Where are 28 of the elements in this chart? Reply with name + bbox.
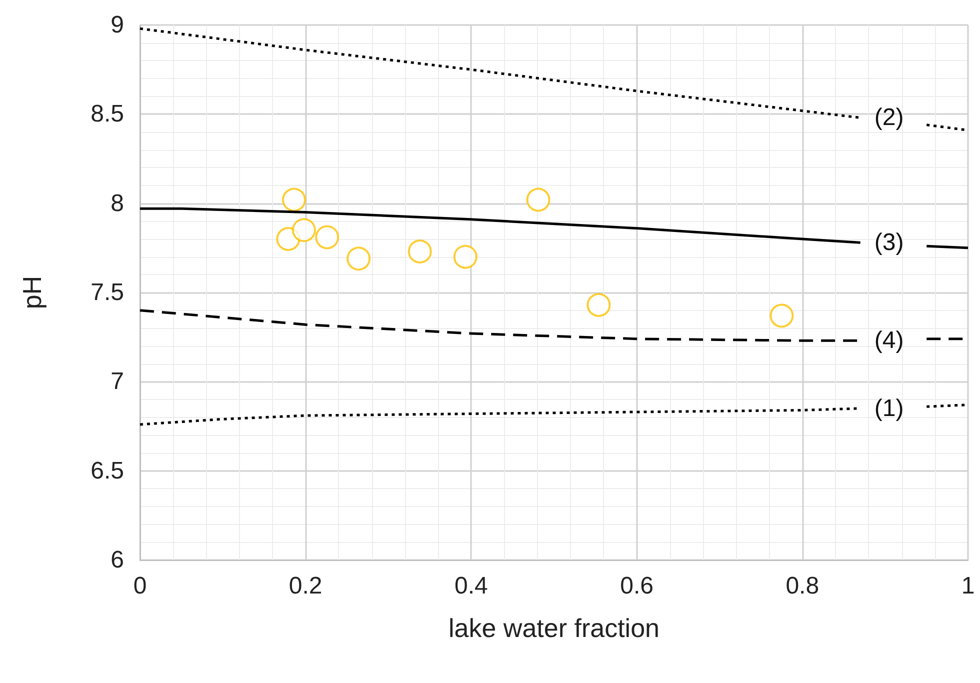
series-label: (4) xyxy=(874,327,904,354)
y-tick-label: 6 xyxy=(110,546,124,574)
point xyxy=(282,188,306,212)
series-label: (1) xyxy=(874,394,904,422)
x-tick-label: 1 xyxy=(961,572,975,600)
y-tick-label: 7.5 xyxy=(90,279,124,306)
point xyxy=(315,225,340,250)
y-tick-label: 8.5 xyxy=(90,100,124,128)
x-axis-title: lake water fraction xyxy=(448,613,660,643)
point xyxy=(453,244,478,269)
y-tick-label: 8 xyxy=(110,190,124,217)
point xyxy=(770,304,794,328)
series-label: (3) xyxy=(874,229,904,256)
y-tick-label: 6.5 xyxy=(90,457,124,484)
point xyxy=(408,239,432,264)
x-tick-label: 0.8 xyxy=(786,572,820,600)
point xyxy=(526,188,550,212)
y-tick-label: 9 xyxy=(110,12,124,38)
y-axis-title: pH xyxy=(17,276,47,310)
point xyxy=(346,246,371,271)
y-tick-label: 7 xyxy=(110,368,124,396)
series-label: (2) xyxy=(874,104,904,132)
point xyxy=(292,218,316,242)
x-tick-label: 0.4 xyxy=(454,572,488,600)
x-tick-label: 0.2 xyxy=(288,572,322,600)
x-tick-label: 0.6 xyxy=(620,572,654,600)
point xyxy=(586,292,611,317)
x-tick-label: 0 xyxy=(133,572,147,600)
